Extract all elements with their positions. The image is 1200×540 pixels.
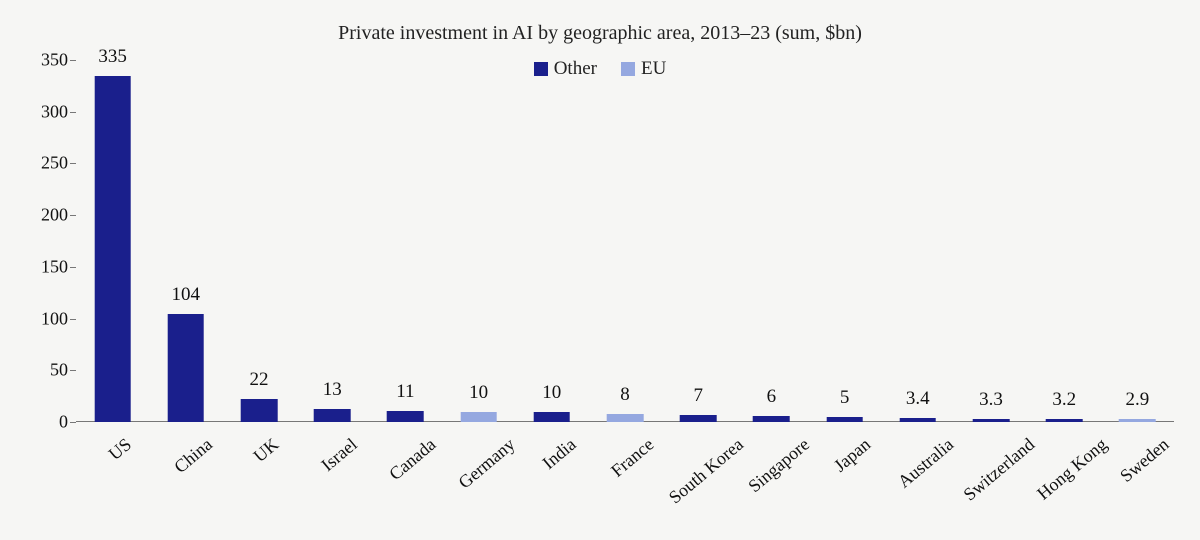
- bar-slot: 13: [296, 60, 369, 422]
- bar-value-label: 335: [98, 46, 127, 68]
- bar-slot: 8: [588, 60, 661, 422]
- bar-slot: 10: [515, 60, 588, 422]
- bar-value-label: 6: [767, 386, 777, 408]
- bar-value-label: 5: [840, 387, 850, 409]
- x-axis-label: Israel: [318, 434, 362, 476]
- bar: 5: [826, 417, 863, 422]
- x-axis-label: US: [104, 434, 135, 465]
- bar: 335: [94, 76, 131, 422]
- x-axis-label: Switzerland: [960, 434, 1039, 505]
- bar: 13: [314, 409, 351, 422]
- bar-value-label: 3.2: [1052, 389, 1076, 411]
- y-tick-mark: [70, 422, 76, 423]
- bar-value-label: 3.3: [979, 389, 1003, 411]
- bar: 3.2: [1046, 419, 1083, 422]
- bar-slot: 104: [149, 60, 222, 422]
- bar-value-label: 10: [542, 382, 561, 404]
- bar-value-label: 7: [693, 385, 703, 407]
- bar-slot: 3.4: [881, 60, 954, 422]
- y-tick-mark: [70, 267, 76, 268]
- y-tick-mark: [70, 319, 76, 320]
- x-axis-labels: USChinaUKIsraelCanadaGermanyIndiaFranceS…: [76, 434, 1174, 540]
- bar: 3.4: [899, 418, 936, 422]
- bar: 104: [167, 314, 204, 422]
- x-axis-label: China: [170, 434, 216, 478]
- bar-value-label: 104: [172, 284, 201, 306]
- x-axis-label: Sweden: [1117, 434, 1174, 487]
- bar-value-label: 2.9: [1126, 389, 1150, 411]
- bar: 3.3: [973, 419, 1010, 422]
- ai-investment-chart: Private investment in AI by geographic a…: [0, 0, 1200, 540]
- x-axis-label: UK: [249, 434, 282, 467]
- x-axis-label: Germany: [454, 434, 519, 493]
- y-tick-mark: [70, 60, 76, 61]
- bar: 8: [607, 414, 644, 422]
- x-axis-label: Australia: [894, 434, 958, 493]
- bar-value-label: 10: [469, 382, 488, 404]
- bar-slot: 3.2: [1028, 60, 1101, 422]
- bar-slot: 22: [222, 60, 295, 422]
- x-axis-label: India: [538, 434, 580, 474]
- bar-slot: 6: [735, 60, 808, 422]
- plot-area: 335104221311101087653.43.33.22.9 0501001…: [76, 60, 1174, 422]
- bar-value-label: 22: [249, 369, 268, 391]
- bar-value-label: 8: [620, 384, 630, 406]
- bar: 11: [387, 411, 424, 422]
- bar: 10: [533, 412, 570, 422]
- y-tick-mark: [70, 163, 76, 164]
- bar: 2.9: [1119, 419, 1156, 422]
- bar-value-label: 11: [396, 381, 414, 403]
- y-tick-mark: [70, 370, 76, 371]
- bar-slot: 5: [808, 60, 881, 422]
- y-tick-mark: [70, 215, 76, 216]
- x-axis-label: France: [607, 434, 658, 482]
- bar-value-label: 3.4: [906, 388, 930, 410]
- bar-slot: 10: [442, 60, 515, 422]
- x-axis-label: South Korea: [665, 434, 748, 508]
- bar: 6: [753, 416, 790, 422]
- bar-slot: 3.3: [954, 60, 1027, 422]
- bars-container: 335 104 22 13 11 10 10 8 7 6 5 3.4 3.3 3.2 2.9: [76, 60, 1174, 422]
- bar-slot: 11: [369, 60, 442, 422]
- x-axis-label: Japan: [830, 434, 875, 476]
- y-tick-mark: [70, 112, 76, 113]
- bar: 10: [460, 412, 497, 422]
- bar-slot: 2.9: [1101, 60, 1174, 422]
- x-axis-label: Hong Kong: [1033, 434, 1111, 504]
- bar: 22: [241, 399, 278, 422]
- bar-slot: 335: [76, 60, 149, 422]
- chart-title: Private investment in AI by geographic a…: [0, 22, 1200, 45]
- bar: 7: [680, 415, 717, 422]
- x-axis-label: Singapore: [745, 434, 814, 497]
- x-axis-label: Canada: [386, 434, 441, 485]
- bar-value-label: 13: [323, 379, 342, 401]
- bar-slot: 7: [662, 60, 735, 422]
